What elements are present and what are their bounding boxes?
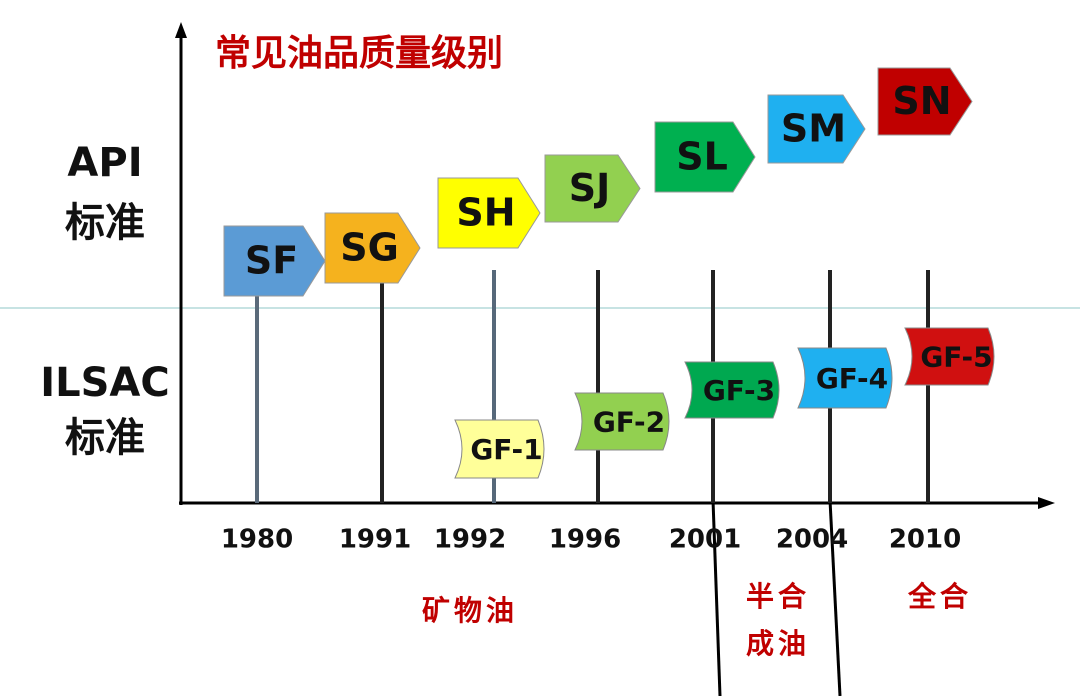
- api-label: SM: [781, 107, 846, 151]
- oil-type: 半合: [746, 580, 810, 613]
- year-label: 2010: [889, 525, 961, 555]
- api-flag: [324, 212, 421, 284]
- year-label: 1980: [221, 525, 293, 555]
- api-label: SN: [892, 79, 951, 123]
- ilsac-flag: [454, 419, 545, 479]
- ilsac-label: GF-4: [816, 362, 888, 395]
- oil-type: 全合: [907, 580, 972, 613]
- oil-type: 成油: [746, 627, 810, 660]
- api-flag: [877, 67, 973, 136]
- separator: [711, 499, 722, 696]
- api-flag: [544, 154, 641, 223]
- ilsac-flag: [904, 327, 995, 386]
- oil-type: 矿物油: [422, 594, 518, 627]
- ilsac-flag: [797, 347, 893, 409]
- year-label: 1992: [434, 525, 506, 555]
- ilsac-flag: [684, 361, 780, 419]
- api-label: SL: [676, 135, 728, 179]
- ilsac-label: GF-2: [593, 406, 665, 439]
- year-label: 1991: [339, 525, 411, 555]
- separator: [828, 499, 842, 696]
- side-label: API: [67, 140, 142, 186]
- x-arrow: [1038, 497, 1055, 509]
- api-label: SF: [245, 239, 298, 283]
- side-label: 标准: [65, 200, 145, 246]
- title: 常见油品质量级别: [215, 33, 503, 74]
- ilsac-label: GF-1: [470, 433, 542, 466]
- ilsac-label: GF-5: [920, 341, 992, 374]
- ilsac-flag: [574, 392, 670, 451]
- api-label: SG: [340, 226, 399, 270]
- y-arrow: [175, 22, 187, 38]
- api-flag: [223, 225, 326, 297]
- year-label: 1996: [549, 525, 621, 555]
- ilsac-label: GF-3: [703, 374, 775, 407]
- year-label: 2004: [776, 525, 848, 555]
- year-label: 2001: [669, 525, 741, 555]
- api-flag: [767, 94, 866, 164]
- side-label: 标准: [65, 415, 145, 461]
- api-label: SJ: [569, 166, 611, 210]
- api-flag: [654, 121, 756, 193]
- side-label: ILSAC: [40, 360, 170, 406]
- api-label: SH: [456, 191, 515, 235]
- api-flag: [437, 177, 541, 249]
